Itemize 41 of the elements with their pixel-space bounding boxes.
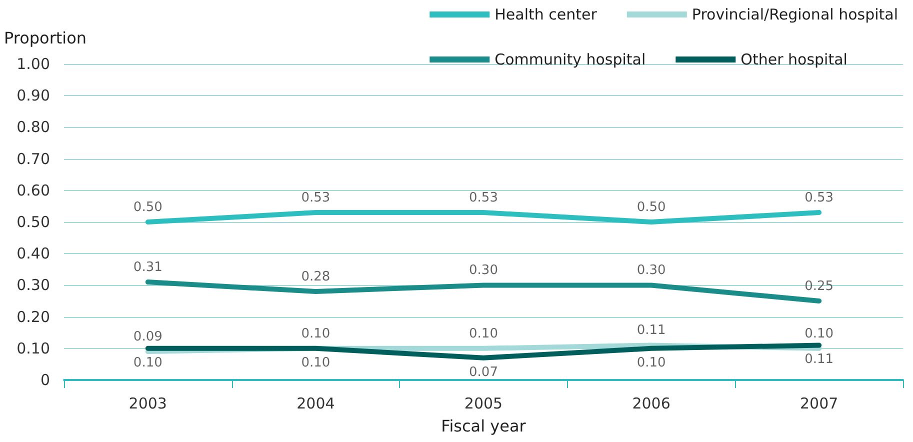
legend-label: Other hospital (740, 50, 848, 68)
y-axis-title: Proportion (4, 28, 87, 48)
legend-label: Health center (494, 6, 598, 24)
x-tick-label: 2006 (632, 394, 670, 412)
data-label: 0.53 (804, 190, 834, 206)
y-tick-label: 0.20 (16, 308, 50, 326)
y-tick-label: 0.10 (16, 339, 50, 358)
y-tick-label: 0.30 (16, 276, 50, 294)
data-label: 0.10 (301, 355, 330, 370)
data-label: 0.53 (469, 190, 498, 206)
data-label: 0.11 (636, 323, 666, 338)
y-tick-label: 0.80 (16, 118, 50, 136)
data-label: 0.10 (636, 355, 666, 370)
x-axis-title: Fiscal year (441, 416, 526, 436)
data-label: 0.10 (133, 355, 162, 370)
data-label: 0.31 (133, 260, 162, 276)
data-label: 0.50 (133, 200, 162, 215)
y-tick-label: 0.70 (16, 150, 50, 168)
x-tick-label: 2007 (800, 394, 838, 412)
data-label: 0.50 (636, 200, 666, 215)
y-tick-label: 0.60 (16, 181, 50, 200)
data-label: 0.30 (469, 263, 498, 278)
x-tick-label: 2004 (296, 394, 335, 412)
y-tick-label: 0.90 (16, 86, 50, 105)
data-label: 0.10 (469, 326, 498, 342)
data-label: 0.28 (301, 270, 330, 285)
data-label: 0.09 (133, 330, 162, 345)
y-tick-label: 0.50 (16, 213, 50, 231)
data-label: 0.11 (804, 352, 834, 368)
legend-label: Provincial/Regional hospital (692, 6, 898, 24)
data-label: 0.30 (636, 263, 666, 278)
y-tick-label: 0.40 (16, 244, 50, 263)
y-tick-label: 1.00 (16, 55, 50, 73)
legend-label: Community hospital (494, 50, 646, 68)
data-label: 0.07 (469, 364, 498, 380)
x-tick-label: 2003 (128, 394, 167, 412)
data-label: 0.53 (301, 190, 330, 206)
x-tick-label: 2005 (464, 394, 503, 412)
data-label: 0.10 (804, 326, 834, 342)
y-tick-label: 0 (40, 371, 50, 389)
data-label: 0.10 (301, 326, 330, 342)
